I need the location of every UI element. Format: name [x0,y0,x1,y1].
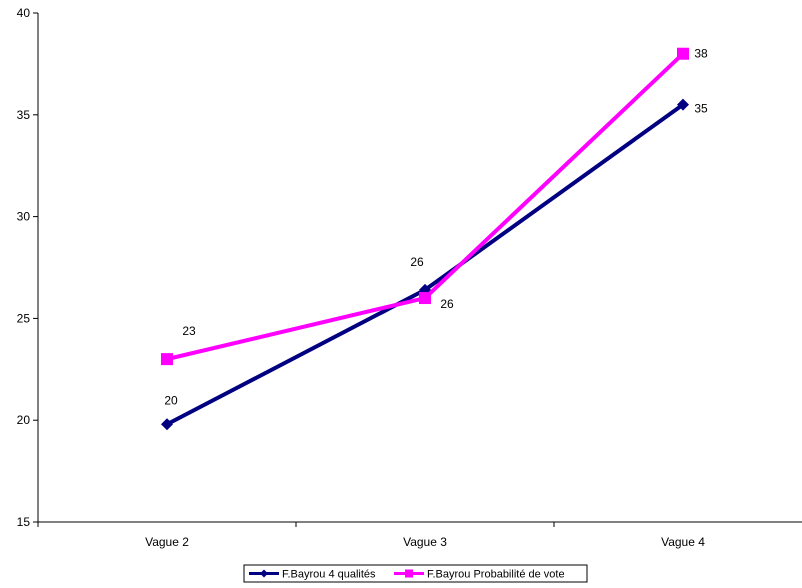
series-2-marker [677,47,689,60]
series-line-1 [166,102,685,427]
data-labels: 20 26 35 23 26 38 [164,47,708,408]
x-tick-label: Vague 2 [145,535,189,549]
series-line-2 [166,52,685,362]
series-layer [161,47,689,431]
legend: F.Bayrou 4 qualités F.Bayrou Probabilité … [243,564,588,583]
series-2-marker [161,353,173,366]
y-tick-label: 35 [17,108,31,122]
y-tick-label: 20 [17,413,31,427]
data-label: 26 [410,255,424,269]
y-tick-label: 30 [17,210,31,224]
legend-label: F.Bayrou Probabilité de vote [427,569,565,581]
y-tick-label: 25 [17,311,31,325]
y-tick-label: 40 [17,6,31,20]
series-1-marker [677,98,689,111]
data-label: 38 [694,47,708,61]
legend-square-marker [405,569,413,578]
data-label: 26 [440,297,454,311]
series-1-marker [161,418,173,431]
series-2-marker [419,292,431,305]
x-tick-label: Vague 3 [403,535,447,549]
axes [37,13,802,523]
data-label: 20 [164,393,178,407]
legend-label: F.Bayrou 4 qualités [282,569,376,581]
legend-diamond-marker [260,569,268,578]
y-tick-label: 15 [17,515,31,529]
ticks: 15 20 25 30 35 40 Vague 2 Vague 3 Vague 4 [17,6,706,549]
data-label: 35 [694,102,708,116]
x-tick-label: Vague 4 [661,535,705,549]
data-label: 23 [182,324,196,338]
